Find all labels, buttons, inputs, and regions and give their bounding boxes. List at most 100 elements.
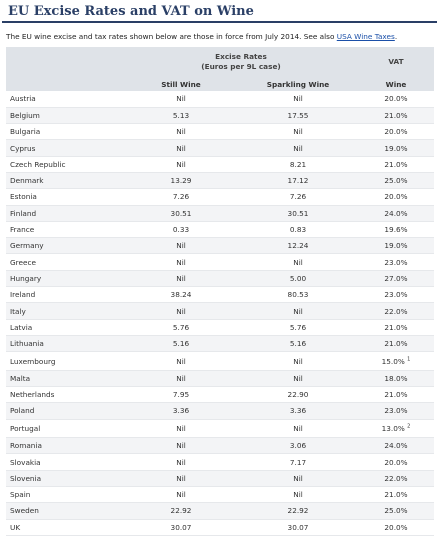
still-wine-cell-text: 7.26: [172, 192, 190, 202]
vat-cell: 21.0%: [358, 156, 434, 173]
vat-cell: 27.0%: [358, 270, 434, 288]
country-cell: Romania: [6, 437, 124, 455]
sparkling-wine-cell-text: Nil: [293, 373, 303, 383]
country-cell: Spain: [6, 486, 124, 504]
table-body: Austria Nil Nil 20.0% Belgium 5.13 17.55 21.0% B…: [6, 91, 434, 536]
vat-cell-text: 21.0%: [384, 159, 408, 169]
vat-cell-text: 21.0%: [384, 339, 408, 349]
sparkling-wine-cell-text: Nil: [293, 473, 303, 483]
table-row: Germany Nil 12.24 19.0%: [6, 237, 434, 255]
sparkling-wine-cell: Nil: [238, 253, 358, 271]
vat-cell: 21.0%: [358, 107, 434, 125]
vat-cell: 20.0%: [358, 91, 434, 108]
sparkling-wine-cell: Nil: [238, 302, 358, 320]
table-row: Poland 3.36 3.36 23.0%: [6, 402, 434, 420]
table-row: Denmark 13.29 17.12 25.0%: [6, 172, 434, 190]
still-wine-cell-text: Nil: [176, 94, 186, 104]
vat-cell: 20.0%: [358, 453, 434, 471]
country-cell: Belgium: [6, 107, 124, 125]
vat-cell-text: 20.0%: [384, 457, 408, 467]
sparkling-wine-cell: 7.17: [238, 453, 358, 471]
country-cell: Hungary: [6, 270, 124, 288]
sparkling-wine-cell-text: Nil: [293, 306, 303, 316]
excise-header-line1: Excise Rates: [215, 52, 267, 61]
country-cell: Poland: [6, 402, 124, 420]
country-cell: Slovakia: [6, 453, 124, 471]
vat-cell-text: 23.0%: [384, 257, 408, 267]
still-wine-cell: 7.95: [124, 386, 238, 404]
still-wine-cell-text: Nil: [176, 373, 186, 383]
page-title: EU Excise Rates and VAT on Wine: [2, 0, 437, 23]
vat-cell-text: 13.0%: [381, 423, 405, 433]
country-cell: Ireland: [6, 286, 124, 304]
sparkling-wine-cell-text: 7.17: [289, 457, 307, 467]
vat-cell: 20.0%: [358, 519, 434, 536]
still-wine-cell-text: 30.07: [170, 522, 192, 532]
intro-suffix: .: [394, 32, 398, 41]
vat-cell: 19.0%: [358, 139, 434, 157]
table-row: Netherlands 7.95 22.90 21.0%: [6, 386, 434, 404]
country-cell-text: Portugal: [10, 423, 41, 433]
country-cell-text: Romania: [10, 441, 42, 451]
country-cell: Latvia: [6, 319, 124, 336]
usa-wine-taxes-link[interactable]: USA Wine Taxes: [336, 32, 395, 41]
country-cell-text: Italy: [10, 306, 26, 316]
table-row: Luxembourg Nil Nil 15.0% 1: [6, 351, 434, 371]
table-row: Portugal Nil Nil 13.0% 2: [6, 419, 434, 439]
intro-text: The EU wine excise and tax rates shown b…: [0, 23, 439, 47]
vat-cell: 25.0%: [358, 172, 434, 190]
sparkling-wine-cell: 8.21: [238, 156, 358, 173]
sparkling-wine-cell: Nil: [238, 139, 358, 157]
vat-cell: 19.6%: [358, 221, 434, 239]
still-wine-cell-text: 5.13: [172, 110, 190, 120]
still-wine-cell-text: 0.33: [172, 225, 190, 235]
sparkling-wine-cell-text: 5.76: [289, 322, 307, 332]
still-wine-cell-text: 5.76: [172, 322, 190, 332]
still-wine-cell: Nil: [124, 470, 238, 488]
table-row: Estonia 7.26 7.26 20.0%: [6, 188, 434, 206]
sparkling-wine-cell: 17.12: [238, 172, 358, 190]
country-cell-text: Spain: [10, 490, 31, 500]
sparkling-wine-cell: 12.24: [238, 237, 358, 255]
vat-cell: 21.0%: [358, 319, 434, 336]
country-cell: Sweden: [6, 502, 124, 520]
sparkling-wine-cell: Nil: [238, 370, 358, 388]
still-wine-cell: 22.92: [124, 502, 238, 520]
country-cell: Austria: [6, 91, 124, 108]
still-wine-cell-text: Nil: [176, 473, 186, 483]
sparkling-wine-cell-text: Nil: [293, 356, 303, 366]
country-cell-text: Finland: [10, 208, 37, 218]
sparkling-wine-cell-text: Nil: [293, 127, 303, 137]
sparkling-wine-cell-text: Nil: [293, 423, 303, 433]
sparkling-wine-cell: 7.26: [238, 188, 358, 206]
country-cell-text: Austria: [10, 94, 36, 104]
table-row: Czech Republic Nil 8.21 21.0%: [6, 156, 434, 173]
sparkling-wine-cell-text: 3.06: [289, 441, 307, 451]
sparkling-wine-cell-text: 12.24: [287, 241, 309, 251]
sparkling-wine-cell: 0.83: [238, 221, 358, 239]
vat-cell-text: 20.0%: [384, 94, 408, 104]
vat-cell-text: 27.0%: [384, 273, 408, 283]
table-row: Austria Nil Nil 20.0%: [6, 91, 434, 108]
still-wine-cell-text: Nil: [176, 423, 186, 433]
vat-cell-text: 25.0%: [384, 176, 408, 186]
sparkling-wine-cell: Nil: [238, 123, 358, 141]
still-wine-cell-text: Nil: [176, 273, 186, 283]
sparkling-wine-cell-text: 17.55: [287, 110, 309, 120]
sparkling-wine-cell: 5.16: [238, 335, 358, 353]
country-cell: Czech Republic: [6, 156, 124, 173]
vat-cell-text: 21.0%: [384, 110, 408, 120]
sparkling-wine-cell-text: Nil: [293, 94, 303, 104]
country-cell-text: Malta: [10, 373, 31, 383]
vat-cell-text: 18.0%: [384, 373, 408, 383]
vat-cell-text: 20.0%: [384, 127, 408, 137]
vat-cell-text: 20.0%: [384, 522, 408, 532]
sparkling-wine-cell-text: 5.00: [289, 273, 307, 283]
still-wine-cell-text: Nil: [176, 457, 186, 467]
table-row: Hungary Nil 5.00 27.0%: [6, 270, 434, 288]
country-cell: Slovenia: [6, 470, 124, 488]
sparkling-wine-cell-text: 22.92: [287, 506, 309, 516]
table-row: Ireland 38.24 80.53 23.0%: [6, 286, 434, 304]
still-wine-cell: Nil: [124, 351, 238, 371]
still-wine-cell: 3.36: [124, 402, 238, 420]
